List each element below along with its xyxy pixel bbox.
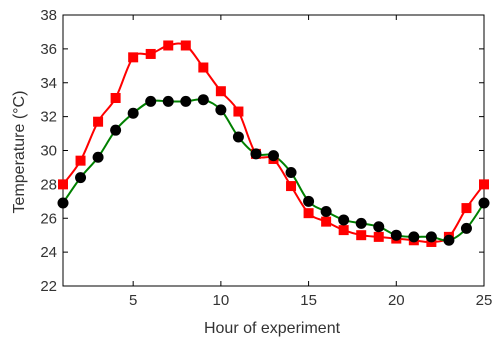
series-1-point xyxy=(373,231,384,242)
series-1-point xyxy=(180,40,191,51)
series-1-point xyxy=(75,155,86,166)
series-2-line xyxy=(62,98,485,242)
series-2-point xyxy=(373,221,385,233)
series-1-point xyxy=(286,181,297,192)
series-2-point xyxy=(320,205,332,217)
series-1-point xyxy=(303,208,314,219)
series-2-point xyxy=(92,151,104,163)
series-1-point xyxy=(198,62,209,73)
y-tick-label: 36 xyxy=(40,41,57,58)
series-1-point xyxy=(233,106,244,117)
series-2-point xyxy=(355,217,367,229)
series-2-point xyxy=(460,222,472,234)
series-1-point xyxy=(479,179,489,190)
series-2-point xyxy=(425,231,437,243)
series-2-point xyxy=(478,197,490,209)
series-2-point xyxy=(145,95,157,107)
x-tick-label: 25 xyxy=(476,292,493,309)
y-tick-label: 22 xyxy=(40,278,57,295)
y-tick-label: 34 xyxy=(40,75,57,92)
series-1-point xyxy=(356,230,367,241)
series-1-point xyxy=(163,40,174,51)
series-2-point xyxy=(75,172,87,184)
series-2-point xyxy=(57,197,69,209)
series-2-point xyxy=(408,231,420,243)
y-tick-label: 30 xyxy=(40,143,57,160)
series-1-point xyxy=(338,225,349,236)
series-2-point xyxy=(180,95,192,107)
series-1-point xyxy=(110,92,121,103)
series-1-point xyxy=(321,216,332,227)
y-tick-label: 32 xyxy=(40,109,57,126)
y-tick-label: 24 xyxy=(40,244,57,261)
x-tick-label: 15 xyxy=(300,292,317,309)
series-2-point xyxy=(268,150,279,162)
series-1-point xyxy=(93,116,104,127)
y-tick-label: 38 xyxy=(40,7,57,24)
series-1-point xyxy=(461,203,472,214)
series-1-point xyxy=(128,52,139,63)
series-1-point xyxy=(215,86,226,97)
x-tick-label: 20 xyxy=(388,292,405,309)
series-2-point xyxy=(285,167,297,179)
x-tick-label: 5 xyxy=(129,292,137,309)
series-1-point xyxy=(145,48,156,59)
x-tick-label: 10 xyxy=(213,292,230,309)
series-1-point xyxy=(58,179,68,190)
series-2-point xyxy=(250,148,262,160)
series-1-line xyxy=(62,42,485,244)
series-2-point xyxy=(303,195,315,207)
x-axis-title: Hour of experiment xyxy=(204,320,341,337)
series-2-point xyxy=(197,94,209,106)
series-2-point xyxy=(390,229,402,241)
series-2-point xyxy=(215,104,227,116)
y-tick-label: 26 xyxy=(40,210,57,227)
series-2-point xyxy=(162,95,174,107)
y-tick-label: 28 xyxy=(40,176,57,193)
y-axis-title: Temperature (°C) xyxy=(11,91,28,214)
series-2-point xyxy=(127,107,139,119)
series-2-point xyxy=(443,234,455,246)
series-2-point xyxy=(110,124,122,136)
series-2-point xyxy=(232,131,244,143)
series-2-point xyxy=(338,214,350,226)
